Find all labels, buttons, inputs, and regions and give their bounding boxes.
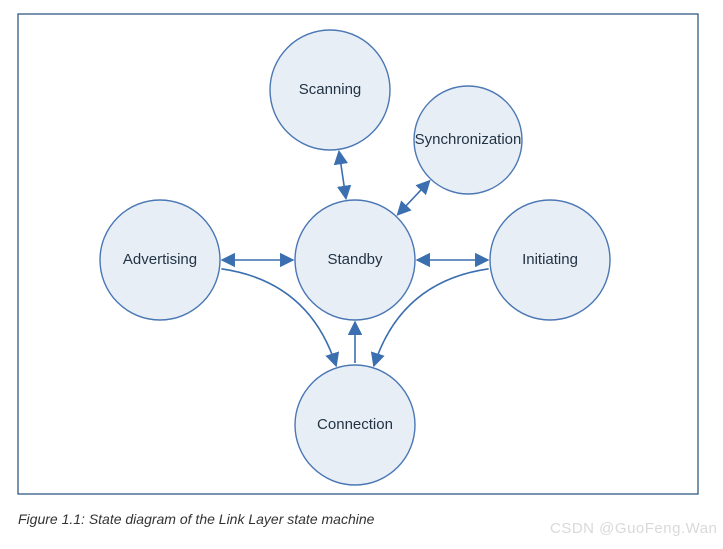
node-connection: Connection [295,365,415,485]
figure-caption: Figure 1.1: State diagram of the Link La… [18,511,374,527]
node-initiating-label: Initiating [522,251,578,268]
node-connection-label: Connection [317,416,393,433]
node-scanning: Scanning [270,30,390,150]
node-scanning-label: Scanning [299,81,362,98]
diagram-frame: Scanning Synchronization Advertising Standb… [10,10,723,539]
nodes-layer: Scanning Synchronization Advertising Standb… [100,30,610,485]
node-synchronization-label: Synchronization [415,131,522,148]
node-synchronization: Synchronization [414,86,522,194]
node-standby-label: Standby [327,251,383,268]
state-diagram-svg: Scanning Synchronization Advertising Standb… [10,10,723,539]
node-initiating: Initiating [490,200,610,320]
node-advertising: Advertising [100,200,220,320]
edge-standby-scanning [339,151,346,198]
node-advertising-label: Advertising [123,251,197,268]
node-standby: Standby [295,200,415,320]
edge-standby-synchronization [398,181,430,215]
